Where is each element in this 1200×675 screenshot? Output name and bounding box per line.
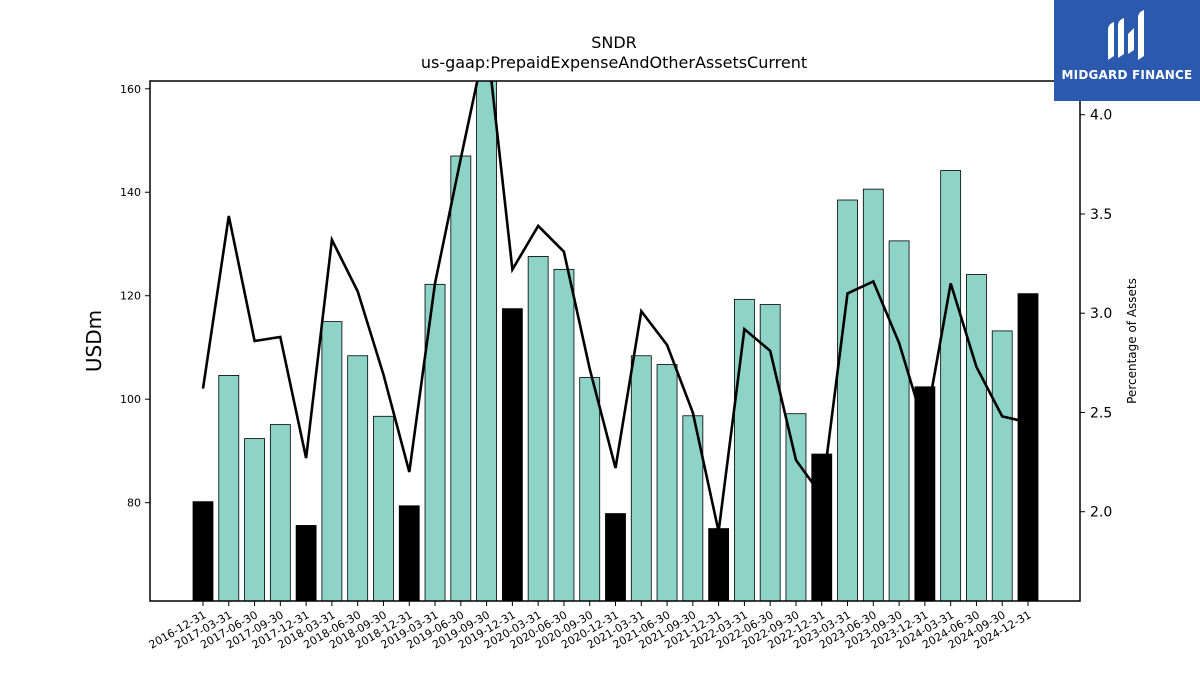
chart-title: SNDR [591,33,637,52]
y-axis-left: 80 100 120 140 160 [120,83,150,510]
y-axis-label: USDm [82,310,106,372]
bar [398,505,420,601]
bar [476,81,497,601]
bar [579,377,601,601]
bar [914,386,936,601]
y2-tick-label: 4.0 [1090,108,1112,124]
y-tick-label: 80 [127,497,141,510]
bar [785,413,807,601]
bar [759,304,781,601]
bar [837,199,858,601]
bar [888,240,910,601]
brand-logo: MIDGARD FINANCE [1054,0,1200,101]
y-axis-right: 2.0 2.5 3.0 3.5 4.0 [1080,108,1112,521]
x-axis: 2016-12-312017-03-312017-06-302017-09-30… [147,601,1034,652]
bar [940,170,962,601]
line-series [201,81,1029,532]
bar [862,188,884,601]
bar [244,438,265,601]
y2-tick-label: 3.5 [1090,207,1112,223]
bar [295,525,317,601]
bar [553,268,575,601]
brand-name: MIDGARD FINANCE [1061,68,1193,82]
midgard-logo-icon [1108,10,1144,60]
y-tick-label: 160 [120,83,141,96]
y2-axis-label: Percentage of Assets [1125,278,1139,404]
y2-tick-label: 3.0 [1090,306,1112,322]
bar [811,453,833,601]
bar [218,375,240,601]
chart-subtitle: us-gaap:PrepaidExpenseAndOtherAssetsCurr… [421,53,807,72]
bar [1017,293,1039,601]
bar [656,364,678,601]
bar [450,155,472,601]
bar [527,256,549,601]
bar [991,330,1013,601]
bar [321,321,343,601]
bar [501,308,523,601]
bar [373,415,394,601]
bar [192,501,214,601]
y2-tick-label: 2.0 [1090,505,1112,521]
y-tick-label: 100 [120,393,141,406]
bar [630,355,652,601]
series-line [201,81,1029,532]
y-tick-label: 120 [120,290,141,303]
bar [605,513,626,601]
bar [734,298,755,601]
y2-tick-label: 2.5 [1090,405,1112,421]
bar [347,355,369,601]
bar [966,274,987,601]
bar [708,528,730,601]
bar [269,424,291,601]
y-tick-label: 140 [120,186,141,199]
bar-series [192,81,1039,601]
